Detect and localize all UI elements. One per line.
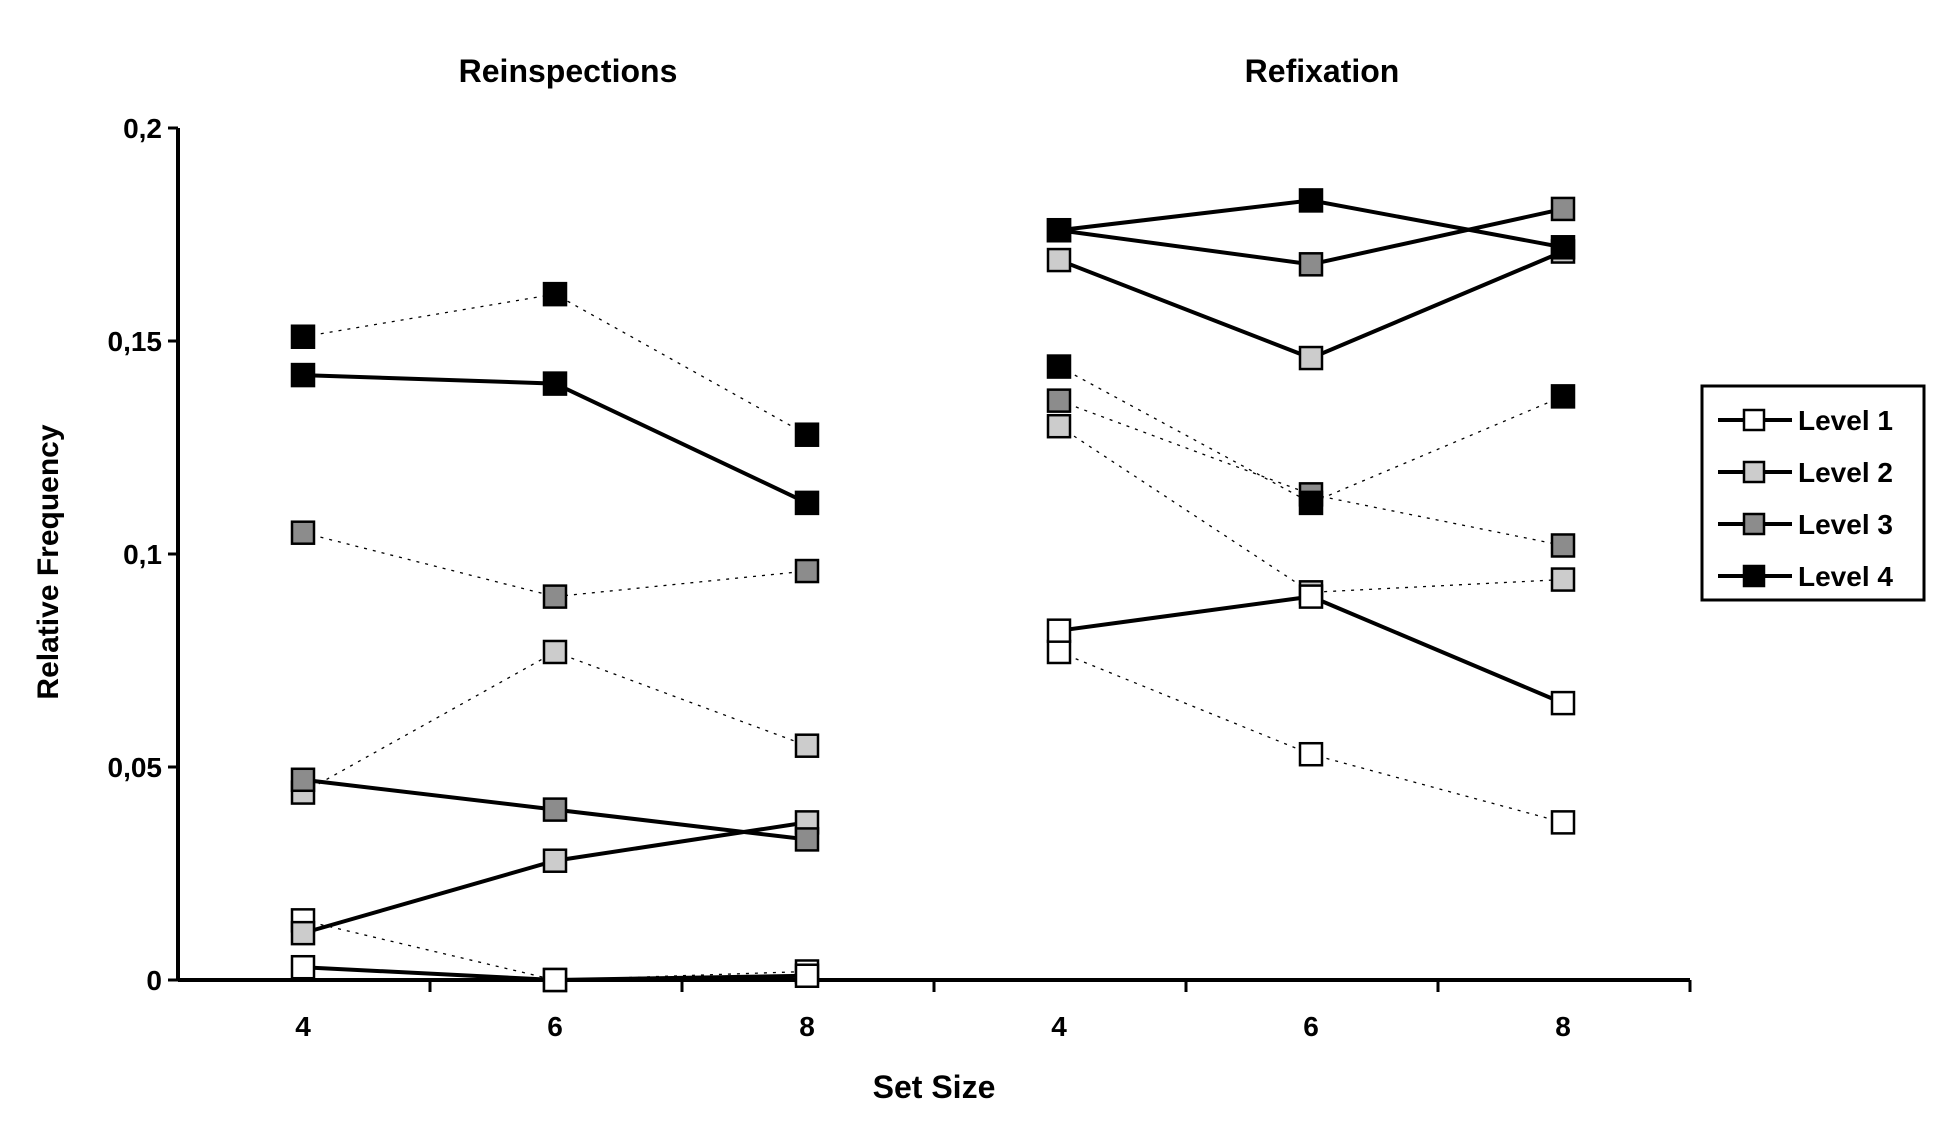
- marker-level-2: [794, 733, 820, 758]
- marker-level-2: [290, 920, 316, 946]
- legend-marker: [1742, 460, 1766, 484]
- marker-level-1: [1046, 618, 1072, 643]
- marker-level-3: [290, 520, 316, 545]
- legend-label: Level 4: [1798, 561, 1893, 592]
- marker-level-3: [794, 558, 820, 584]
- y-tick-label: 0,2: [123, 113, 162, 144]
- marker-level-1: [1298, 584, 1324, 609]
- legend: Level 1 Level 2 Level 3 Level 4: [1700, 384, 1926, 602]
- marker-level-1: [794, 963, 820, 988]
- y-tick-label: 0,1: [123, 539, 162, 570]
- x-tick-label: 8: [799, 1011, 815, 1042]
- marker-level-2: [542, 639, 568, 665]
- marker-level-3: [542, 797, 568, 822]
- legend-marker: [1742, 564, 1766, 588]
- dotted-line-level-4: [1058, 365, 1564, 504]
- dotted-line-level-1: [1058, 651, 1564, 824]
- marker-level-3: [1298, 252, 1324, 277]
- marker-level-4: [542, 281, 568, 307]
- marker-level-4: [794, 490, 820, 516]
- marker-level-4: [1550, 384, 1576, 409]
- marker-level-1: [542, 967, 568, 993]
- y-axis-label: Relative Frequency: [32, 424, 65, 699]
- marker-level-2: [542, 848, 568, 873]
- x-tick-label: 6: [1303, 1011, 1319, 1042]
- legend-marker: [1742, 408, 1766, 432]
- marker-level-1: [1550, 690, 1576, 716]
- x-tick-label: 8: [1555, 1011, 1571, 1042]
- x-tick-label: 6: [547, 1011, 563, 1042]
- marker-level-1: [290, 954, 316, 980]
- marker-level-1: [1046, 639, 1072, 665]
- marker-level-2: [1046, 413, 1072, 439]
- marker-level-3: [290, 767, 316, 793]
- marker-level-1: [1550, 810, 1576, 835]
- marker-level-4: [290, 362, 316, 388]
- marker-level-3: [794, 827, 820, 852]
- panel-title-reinspections: Reinspections: [459, 53, 678, 89]
- solid-series-lines: [302, 198, 1564, 983]
- marker-level-1: [1298, 741, 1324, 767]
- marker-level-2: [1298, 345, 1324, 371]
- dotted-line-level-2: [1058, 425, 1564, 593]
- y-tick-label: 0,15: [108, 326, 163, 357]
- data-markers: [290, 188, 1576, 993]
- marker-level-4: [542, 371, 568, 396]
- x-axis-label: Set Size: [873, 1069, 996, 1105]
- marker-level-4: [794, 422, 820, 447]
- panel-title-refixation: Refixation: [1245, 53, 1400, 89]
- x-tick-label: 4: [1051, 1011, 1067, 1042]
- y-tick-label: 0,05: [108, 752, 163, 783]
- marker-level-4: [1298, 490, 1324, 516]
- marker-level-2: [1550, 567, 1576, 592]
- marker-level-4: [1550, 235, 1576, 260]
- marker-level-2: [1046, 247, 1072, 273]
- marker-level-3: [1046, 388, 1072, 413]
- marker-level-4: [290, 324, 316, 349]
- legend-label: Level 2: [1798, 457, 1893, 488]
- solid-line-level-2: [302, 820, 808, 936]
- marker-level-4: [1046, 217, 1072, 243]
- marker-level-3: [1550, 533, 1576, 558]
- x-tick-label: 4: [295, 1011, 311, 1042]
- axes: 0 0,05 0,1 0,15 0,2 4 6 8 4 6 8: [108, 113, 1692, 1042]
- dotted-line-level-4: [302, 293, 808, 436]
- legend-label: Level 3: [1798, 509, 1893, 540]
- y-tick-label: 0: [146, 965, 162, 996]
- marker-level-3: [542, 584, 568, 609]
- dotted-line-level-3: [1058, 400, 1564, 547]
- legend-label: Level 1: [1798, 405, 1893, 436]
- marker-level-4: [1298, 188, 1324, 213]
- dotted-line-level-2: [302, 651, 808, 794]
- marker-level-3: [1550, 196, 1576, 222]
- marker-level-4: [1046, 354, 1072, 379]
- solid-line-level-1: [1058, 594, 1564, 705]
- legend-marker: [1742, 512, 1766, 536]
